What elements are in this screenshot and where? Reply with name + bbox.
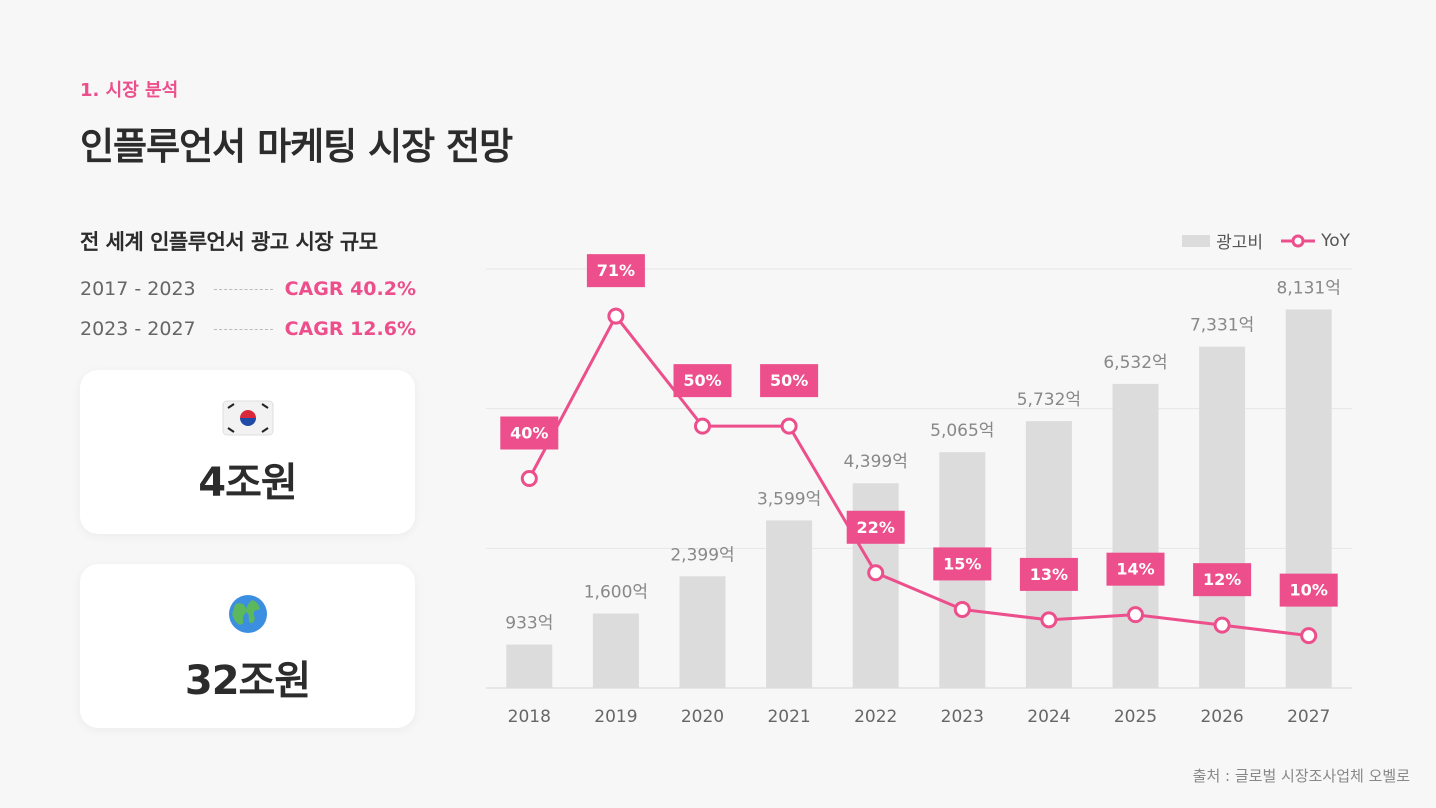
yoy-data-label: 50% <box>683 371 721 390</box>
yoy-label-box <box>760 364 819 398</box>
x-tick-label: 2020 <box>681 707 724 727</box>
bar-data-label: 8,131억 <box>1277 278 1341 298</box>
cagr-value: CAGR 40.2% <box>284 278 416 300</box>
bar <box>1199 346 1246 688</box>
cagr-row: 2017 - 2023 CAGR 40.2% <box>80 278 416 300</box>
x-tick-label: 2027 <box>1287 707 1330 727</box>
yoy-label-box <box>500 416 559 450</box>
bar <box>506 644 553 688</box>
yoy-label-box <box>1279 573 1338 607</box>
x-tick-label: 2022 <box>854 707 897 727</box>
bar-data-label: 7,331억 <box>1190 316 1254 336</box>
yoy-data-label: 22% <box>857 518 895 537</box>
bar-data-label: 5,732억 <box>1017 390 1081 410</box>
korea-market-card: 4조원 <box>80 370 415 534</box>
x-tick-label: 2023 <box>941 707 984 727</box>
bar <box>766 520 813 688</box>
bar <box>1112 383 1159 688</box>
card-amount: 4조원 <box>198 460 297 506</box>
bar-data-label: 2,399억 <box>670 545 734 565</box>
yoy-label-box <box>673 364 732 398</box>
yoy-label-box <box>1106 552 1165 586</box>
yoy-data-label: 10% <box>1290 581 1328 600</box>
cagr-period: 2023 - 2027 <box>80 318 196 340</box>
yoy-data-label: 14% <box>1116 560 1154 579</box>
yoy-data-label: 13% <box>1030 565 1068 584</box>
cagr-row: 2023 - 2027 CAGR 12.6% <box>80 318 416 340</box>
chart-legend: 광고비 YoY <box>1182 228 1350 253</box>
x-tick-label: 2024 <box>1027 707 1070 727</box>
legend-label-bar: 광고비 <box>1216 233 1264 253</box>
line-legend-swatch <box>1281 234 1316 247</box>
bar-legend-swatch <box>1182 234 1211 247</box>
yoy-point <box>953 600 971 618</box>
yoy-point <box>1040 611 1058 629</box>
bar <box>592 613 639 688</box>
x-tick-label: 2018 <box>508 707 551 727</box>
global-market-card: 32조원 <box>80 564 415 728</box>
page-title: 인플루언서 마케팅 시장 전망 <box>80 125 513 168</box>
yoy-point <box>867 564 885 582</box>
yoy-label-box <box>1193 563 1252 597</box>
section-label: 1. 시장 분석 <box>80 80 179 101</box>
cagr-period: 2017 - 2023 <box>80 278 196 300</box>
bar-data-label: 4,399억 <box>844 452 908 472</box>
yoy-line <box>527 313 1309 638</box>
yoy-label-box <box>1019 557 1078 591</box>
yoy-point <box>520 470 538 487</box>
legend-label-line: YoY <box>1321 230 1350 251</box>
yoy-data-label: 71% <box>597 261 635 280</box>
bar <box>679 576 726 688</box>
chart-subtitle: 전 세계 인플루언서 광고 시장 규모 <box>80 230 378 254</box>
x-tick-label: 2021 <box>767 707 810 727</box>
bar-data-label: 6,532억 <box>1103 353 1167 373</box>
divider <box>213 328 273 330</box>
yoy-label-box <box>846 510 905 544</box>
yoy-point <box>1127 606 1144 624</box>
globe-icon <box>228 595 267 633</box>
x-tick-label: 2026 <box>1200 707 1243 727</box>
divider <box>213 288 273 290</box>
yoy-point <box>607 307 625 325</box>
bar-data-label: 933억 <box>505 614 553 634</box>
x-tick-label: 2025 <box>1114 707 1157 727</box>
bar-data-label: 1,600억 <box>584 583 648 603</box>
yoy-point <box>1300 627 1318 645</box>
yoy-data-label: 40% <box>510 424 548 443</box>
yoy-label-box <box>586 254 645 288</box>
source-note: 출처 : 글로벌 시장조사업체 오벨로 <box>1192 767 1410 785</box>
south-korea-flag-icon <box>222 400 273 436</box>
bar <box>1285 309 1332 688</box>
yoy-label-box <box>933 547 992 581</box>
yoy-data-label: 12% <box>1203 570 1241 589</box>
card-amount: 32조원 <box>184 658 311 704</box>
x-tick-label: 2019 <box>594 707 637 727</box>
cagr-value: CAGR 12.6% <box>284 318 416 340</box>
yoy-point <box>780 417 798 435</box>
bar <box>1025 421 1072 688</box>
yoy-data-label: 15% <box>943 554 981 573</box>
yoy-point <box>694 417 711 435</box>
yoy-data-label: 50% <box>770 371 808 390</box>
yoy-point <box>1213 616 1231 634</box>
bar-data-label: 5,065억 <box>930 421 994 441</box>
bar-data-label: 3,599억 <box>757 489 821 509</box>
